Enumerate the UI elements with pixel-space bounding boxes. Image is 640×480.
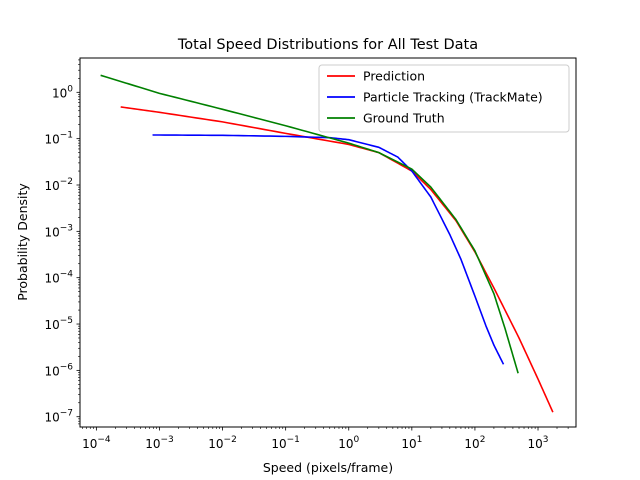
legend-label-1: Prediction (363, 69, 425, 84)
legend: Prediction Particle Tracking (TrackMate) G… (318, 64, 570, 133)
y-axis-label: Probability Density (15, 183, 30, 301)
series-layer (100, 74, 554, 413)
x-axis: 10−4 10−3 10−2 10−1 100 101 102 103 (82, 427, 569, 451)
plot-frame (79, 57, 577, 428)
x-axis-label: Speed (pixels/frame) (263, 460, 393, 475)
series-line-2 (152, 134, 505, 365)
x-tick-label: 101 (401, 435, 422, 451)
x-tick-label: 10−2 (208, 435, 237, 451)
chart-title: Total Speed Distributions for All Test D… (177, 37, 478, 53)
x-tick-label: 100 (338, 435, 359, 451)
x-tick-label: 103 (528, 435, 549, 451)
x-tick-label: 10−3 (145, 435, 174, 451)
y-tick-label: 100 (52, 84, 73, 100)
y-tick-label: 10−5 (44, 316, 73, 332)
y-tick-label: 10−4 (44, 270, 73, 286)
y-tick-label: 10−6 (44, 362, 73, 378)
y-tick-label: 10−3 (44, 223, 73, 239)
legend-label-3: Ground Truth (363, 111, 445, 126)
y-axis: 10−7 10−6 10−5 10−4 10−3 10−2 10−1 100 (44, 59, 80, 425)
x-tick-label: 10−4 (82, 435, 111, 451)
x-tick-label: 102 (464, 435, 485, 451)
series-line-1 (120, 106, 554, 413)
series-line-3 (100, 74, 519, 374)
legend-box (318, 64, 570, 133)
y-tick-label: 10−2 (44, 177, 73, 193)
y-tick-label: 10−7 (44, 409, 73, 425)
legend-label-2: Particle Tracking (TrackMate) (363, 90, 543, 105)
x-tick-label: 10−1 (271, 435, 300, 451)
y-tick-label: 10−1 (44, 131, 73, 147)
